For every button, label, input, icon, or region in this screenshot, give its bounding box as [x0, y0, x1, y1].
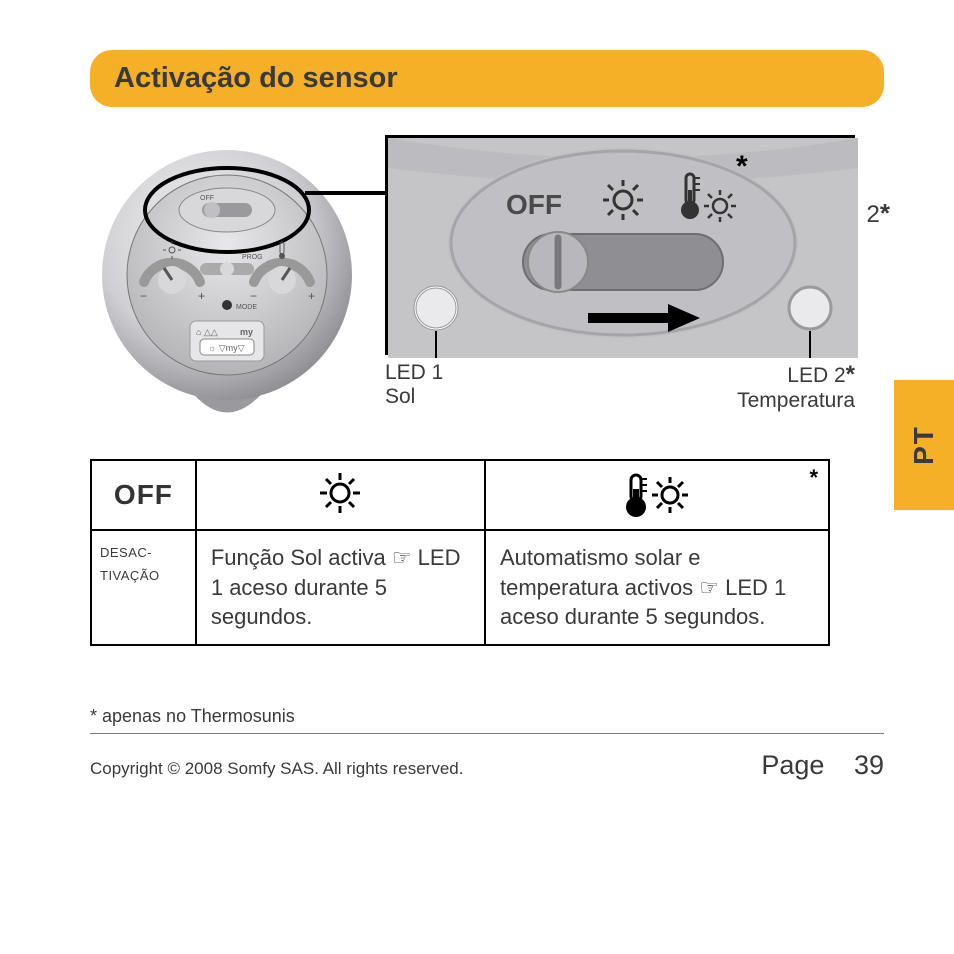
page-footer: Copyright © 2008 Somfy SAS. All rights r…: [90, 750, 884, 781]
led1-sub: Sol: [385, 385, 443, 409]
table-row: DESAC- TIVAÇÃO Função Sol activa ☞ LED 1…: [91, 530, 829, 645]
two-star-number: 2: [867, 201, 880, 228]
svg-text:*: *: [736, 150, 748, 183]
copyright-text: Copyright © 2008 Somfy SAS. All rights r…: [90, 759, 463, 779]
temp-desc-cell: Automatismo solar e temperatura activos …: [485, 530, 829, 645]
page-label: Page: [761, 750, 824, 780]
svg-text:my: my: [240, 327, 253, 337]
led2-label: LED 2: [787, 364, 845, 387]
asterisk-icon: *: [846, 361, 855, 388]
section-header: Activação do sensor: [90, 50, 884, 107]
detail-figure: OFF: [385, 135, 884, 435]
language-tab: PT: [894, 380, 954, 510]
svg-text:☼ ▽my▽: ☼ ▽my▽: [208, 343, 245, 353]
svg-text:OFF: OFF: [200, 195, 214, 202]
page-number-value: 39: [854, 750, 884, 780]
sun-desc-text: Função Sol activa ☞ LED 1 aceso durante …: [211, 545, 461, 629]
off-header-text: OFF: [114, 479, 173, 510]
led1-label: LED 1: [385, 361, 443, 385]
svg-text:−: −: [250, 289, 257, 303]
section-title: Activação do sensor: [114, 62, 860, 95]
device-svg: OFF − +: [90, 135, 365, 435]
sun-desc-cell: Função Sol activa ☞ LED 1 aceso durante …: [196, 530, 485, 645]
svg-text:PROG: PROG: [242, 254, 263, 261]
figure-row: OFF − +: [90, 135, 884, 435]
svg-text:⌂ △△: ⌂ △△: [196, 327, 218, 337]
device-figure: OFF − +: [90, 135, 365, 435]
mode-table: OFF: [90, 459, 830, 646]
temp-desc-text: Automatismo solar e temperatura activos …: [500, 545, 786, 629]
sun-header-cell: [196, 460, 485, 530]
asterisk-icon: *: [880, 198, 890, 228]
desac-line2: TIVAÇÃO: [100, 568, 160, 583]
off-header-cell: OFF: [91, 460, 196, 530]
sun-icon: [316, 469, 364, 517]
svg-text:+: +: [308, 289, 315, 303]
footnote: * apenas no Thermosunis: [90, 706, 884, 727]
language-label: PT: [908, 425, 940, 465]
desac-line1: DESAC-: [100, 545, 152, 560]
off-label: OFF: [506, 189, 562, 220]
asterisk-icon: *: [809, 465, 818, 491]
led2-sub: Temperatura: [737, 389, 855, 413]
table-row: OFF: [91, 460, 829, 530]
detail-labels: LED 1 Sol LED 2* Temperatura: [385, 361, 855, 413]
svg-text:−: −: [140, 289, 147, 303]
svg-text:+: +: [198, 289, 205, 303]
off-desc-cell: DESAC- TIVAÇÃO: [91, 530, 196, 645]
divider: [90, 733, 884, 734]
page-number: Page 39: [761, 750, 884, 781]
thermometer-sun-icon: [616, 467, 698, 519]
temp-header-cell: *: [485, 460, 829, 530]
detail-box: OFF: [385, 135, 855, 355]
svg-text:MODE: MODE: [236, 304, 257, 311]
